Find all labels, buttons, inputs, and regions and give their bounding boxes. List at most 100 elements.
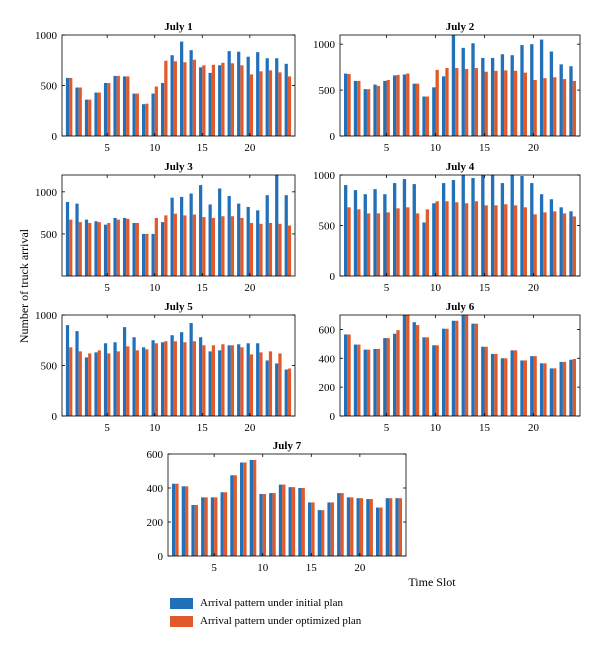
bar-initial bbox=[189, 323, 193, 416]
bar-optimized bbox=[154, 217, 158, 276]
bar-initial bbox=[256, 52, 260, 136]
bar-initial bbox=[199, 185, 203, 276]
bar-initial bbox=[180, 332, 184, 416]
bar-initial bbox=[275, 175, 279, 276]
bar-initial bbox=[288, 487, 292, 556]
bar-optimized bbox=[69, 347, 73, 416]
chart-title: July 3 bbox=[164, 161, 193, 173]
bar-initial bbox=[510, 350, 514, 416]
bar-optimized bbox=[386, 212, 390, 276]
bar-optimized bbox=[484, 71, 488, 136]
bar-initial bbox=[356, 498, 360, 556]
bar-optimized bbox=[287, 225, 292, 276]
y-tick-label: 1000 bbox=[313, 39, 336, 51]
bar-optimized bbox=[406, 207, 410, 276]
y-tick-label: 400 bbox=[147, 483, 164, 495]
bar-optimized bbox=[474, 323, 479, 416]
bar-initial bbox=[530, 44, 534, 136]
bar-optimized bbox=[415, 325, 420, 416]
bar-optimized bbox=[211, 64, 216, 136]
bar-optimized bbox=[259, 71, 263, 136]
chart-title: July 4 bbox=[446, 161, 475, 173]
bar-optimized bbox=[126, 76, 130, 136]
bar-optimized bbox=[543, 212, 547, 276]
bar-optimized bbox=[386, 338, 390, 416]
bar-optimized bbox=[221, 216, 225, 276]
bar-optimized bbox=[504, 70, 508, 136]
x-tick-label: 20 bbox=[244, 142, 256, 154]
bar-optimized bbox=[494, 205, 498, 276]
x-tick-label: 20 bbox=[244, 282, 256, 294]
legend-item-initial: Arrival pattern under initial plan bbox=[170, 594, 470, 612]
bar-optimized bbox=[464, 68, 469, 136]
bar-optimized bbox=[445, 328, 449, 416]
x-tick-label: 10 bbox=[149, 422, 161, 434]
bar-initial bbox=[373, 84, 377, 136]
bar-optimized bbox=[357, 344, 361, 416]
bar-optimized bbox=[221, 344, 225, 416]
bar-optimized bbox=[262, 493, 267, 556]
bar-optimized bbox=[107, 222, 111, 276]
x-tick-label: 20 bbox=[354, 562, 366, 574]
bar-initial bbox=[366, 499, 370, 556]
bar-initial bbox=[549, 199, 554, 276]
bar-initial bbox=[471, 323, 475, 416]
bar-initial bbox=[230, 475, 234, 556]
y-tick-label: 1000 bbox=[35, 187, 58, 199]
bar-initial bbox=[170, 55, 174, 137]
bar-initial bbox=[344, 334, 348, 416]
bar-optimized bbox=[185, 486, 189, 556]
bar-optimized bbox=[287, 76, 292, 136]
bar-optimized bbox=[211, 217, 216, 276]
x-tick-label: 15 bbox=[306, 562, 318, 574]
bar-optimized bbox=[233, 475, 237, 556]
bar-initial bbox=[141, 233, 146, 276]
chart-title: July 2 bbox=[446, 21, 475, 33]
bar-optimized bbox=[287, 368, 292, 416]
y-tick-label: 0 bbox=[330, 131, 336, 143]
bar-optimized bbox=[523, 207, 527, 276]
bar-initial bbox=[569, 359, 573, 416]
bar-optimized bbox=[249, 222, 254, 276]
bar-initial bbox=[141, 104, 146, 136]
bar-initial bbox=[227, 51, 231, 136]
bar-optimized bbox=[202, 65, 206, 136]
bar-initial bbox=[490, 353, 495, 416]
bar-optimized bbox=[523, 72, 527, 136]
bar-initial bbox=[569, 66, 573, 136]
bar-initial bbox=[490, 57, 495, 137]
bar-optimized bbox=[126, 346, 130, 416]
bar-initial bbox=[218, 188, 222, 276]
y-axis-label: Number of truck arrival bbox=[17, 228, 31, 343]
bar-initial bbox=[84, 99, 89, 136]
bar-initial bbox=[65, 325, 70, 416]
bar-optimized bbox=[88, 222, 92, 276]
bar-optimized bbox=[192, 341, 196, 416]
axes-frame bbox=[167, 453, 407, 557]
bar-optimized bbox=[282, 484, 286, 556]
bar-initial bbox=[441, 183, 446, 276]
bar-initial bbox=[412, 83, 416, 136]
bar-optimized bbox=[291, 487, 296, 556]
bar-initial bbox=[383, 194, 387, 276]
bar-initial bbox=[218, 350, 222, 416]
bar-optimized bbox=[243, 462, 247, 556]
x-tick-label: 10 bbox=[430, 282, 442, 294]
bar-initial bbox=[284, 63, 288, 136]
bar-optimized bbox=[357, 209, 361, 276]
bar-initial bbox=[237, 203, 241, 276]
bar-optimized bbox=[240, 347, 244, 416]
bar-initial bbox=[265, 360, 269, 416]
bar-initial bbox=[375, 507, 380, 556]
chart-panel-7: July 7 0 200 400 600 5 10 15 20 bbox=[147, 440, 407, 574]
bar-initial bbox=[189, 50, 193, 136]
bar-initial bbox=[151, 93, 155, 136]
y-tick-label: 500 bbox=[41, 361, 58, 373]
x-tick-label: 10 bbox=[257, 562, 269, 574]
bar-initial bbox=[500, 358, 505, 416]
bar-optimized bbox=[173, 341, 177, 416]
bar-optimized bbox=[406, 73, 410, 136]
legend-swatch-initial bbox=[170, 597, 193, 609]
bar-optimized bbox=[116, 75, 120, 136]
bar-optimized bbox=[192, 214, 196, 276]
